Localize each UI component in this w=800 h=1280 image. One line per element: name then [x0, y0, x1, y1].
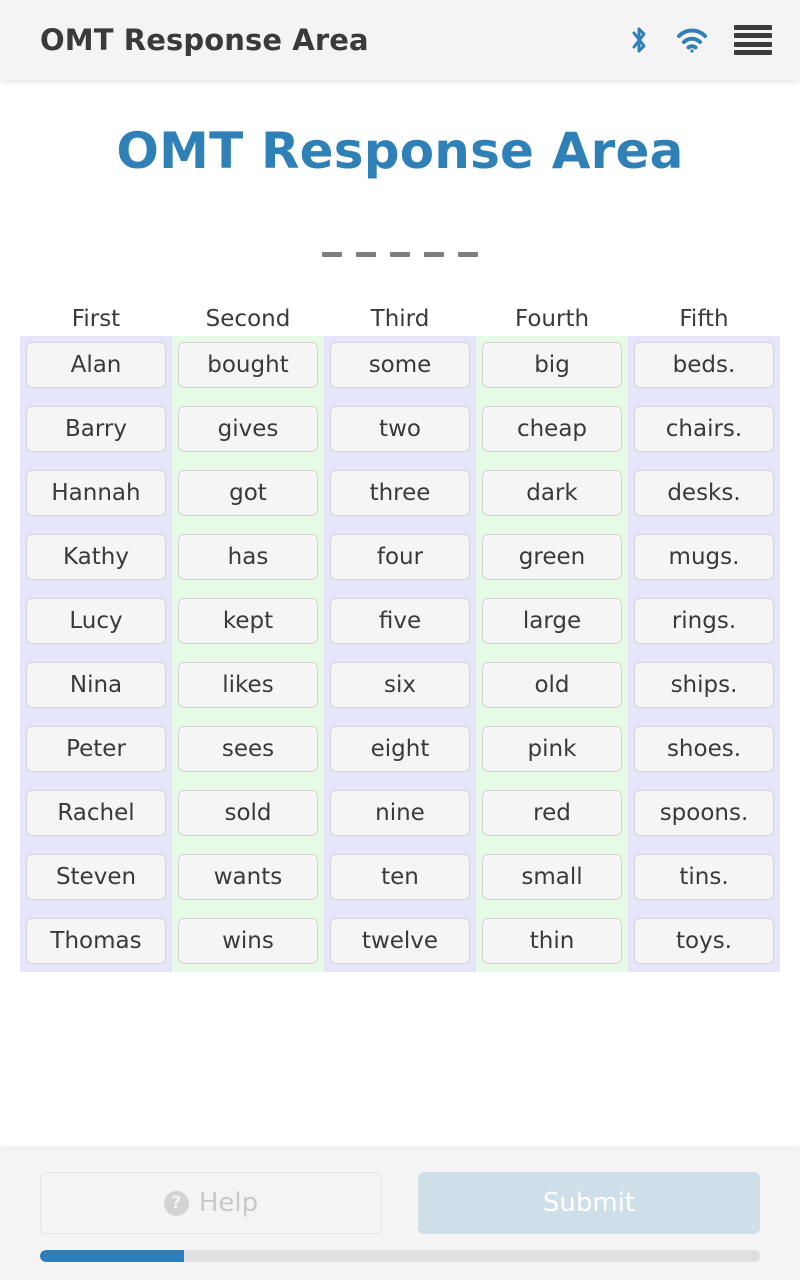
word-chip[interactable]: got — [178, 470, 318, 516]
word-chip[interactable]: six — [330, 662, 470, 708]
word-chip[interactable]: sold — [178, 790, 318, 836]
word-chip[interactable]: small — [482, 854, 622, 900]
word-chip[interactable]: eight — [330, 726, 470, 772]
word-chip[interactable]: cheap — [482, 406, 622, 452]
word-chip[interactable]: Thomas — [26, 918, 166, 964]
word-column-third: some two three four five six eight nine … — [324, 336, 476, 972]
footer-buttons: ? Help Submit — [40, 1172, 760, 1234]
word-chip[interactable]: wins — [178, 918, 318, 964]
word-chip[interactable]: toys. — [634, 918, 774, 964]
word-chip[interactable]: Lucy — [26, 598, 166, 644]
word-chip[interactable]: bought — [178, 342, 318, 388]
word-chip[interactable]: tins. — [634, 854, 774, 900]
word-chip[interactable]: red — [482, 790, 622, 836]
answer-slot-3[interactable] — [390, 252, 410, 257]
word-chip[interactable]: Barry — [26, 406, 166, 452]
app-bar-icons — [628, 24, 772, 56]
word-chip[interactable]: thin — [482, 918, 622, 964]
word-chip[interactable]: some — [330, 342, 470, 388]
page-title: OMT Response Area — [116, 122, 684, 180]
word-chip[interactable]: rings. — [634, 598, 774, 644]
word-chip[interactable]: green — [482, 534, 622, 580]
column-header-fifth: Fifth — [679, 306, 729, 332]
column-header-fourth: Fourth — [514, 306, 590, 332]
word-chip[interactable]: Alan — [26, 342, 166, 388]
help-button[interactable]: ? Help — [40, 1172, 382, 1234]
footer-bar: ? Help Submit — [0, 1150, 800, 1280]
word-chip[interactable]: old — [482, 662, 622, 708]
word-chip[interactable]: kept — [178, 598, 318, 644]
wifi-icon[interactable] — [676, 27, 708, 53]
word-grid-headers: First Second Third Fourth Fifth — [20, 302, 780, 336]
word-chip[interactable]: beds. — [634, 342, 774, 388]
word-chip[interactable]: five — [330, 598, 470, 644]
app-bar-title: OMT Response Area — [40, 23, 369, 57]
word-chip[interactable]: three — [330, 470, 470, 516]
word-chip[interactable]: pink — [482, 726, 622, 772]
word-column-fourth: big cheap dark green large old pink red … — [476, 336, 628, 972]
word-chip[interactable]: two — [330, 406, 470, 452]
word-chip[interactable]: dark — [482, 470, 622, 516]
submit-button-label: Submit — [542, 1188, 636, 1218]
submit-button[interactable]: Submit — [418, 1172, 760, 1234]
progress-bar-track — [40, 1250, 760, 1262]
hamburger-menu-icon[interactable] — [734, 25, 772, 55]
word-chip[interactable]: four — [330, 534, 470, 580]
word-chip[interactable]: Steven — [26, 854, 166, 900]
word-chip[interactable]: desks. — [634, 470, 774, 516]
answer-slot-4[interactable] — [424, 252, 444, 257]
answer-slot-5[interactable] — [458, 252, 478, 257]
word-chip[interactable]: chairs. — [634, 406, 774, 452]
word-chip[interactable]: big — [482, 342, 622, 388]
bluetooth-icon[interactable] — [628, 24, 650, 56]
word-chip[interactable]: wants — [178, 854, 318, 900]
word-chip[interactable]: Peter — [26, 726, 166, 772]
word-column-second: bought gives got has kept likes sees sol… — [172, 336, 324, 972]
word-chip[interactable]: Nina — [26, 662, 166, 708]
word-chip[interactable]: shoes. — [634, 726, 774, 772]
word-chip[interactable]: Hannah — [26, 470, 166, 516]
word-chip[interactable]: ships. — [634, 662, 774, 708]
word-chip[interactable]: ten — [330, 854, 470, 900]
question-mark-circle-icon: ? — [163, 1190, 189, 1216]
word-chip[interactable]: has — [178, 534, 318, 580]
word-chip[interactable]: large — [482, 598, 622, 644]
progress-bar-fill — [40, 1250, 184, 1262]
word-column-fifth: beds. chairs. desks. mugs. rings. ships.… — [628, 336, 780, 972]
word-chip[interactable]: sees — [178, 726, 318, 772]
word-chip[interactable]: mugs. — [634, 534, 774, 580]
word-grid: First Second Third Fourth Fifth Alan Bar… — [20, 302, 780, 972]
word-grid-columns: Alan Barry Hannah Kathy Lucy Nina Peter … — [20, 336, 780, 972]
word-chip[interactable]: Rachel — [26, 790, 166, 836]
column-header-third: Third — [370, 306, 430, 332]
app-bar: OMT Response Area — [0, 0, 800, 80]
column-header-first: First — [71, 306, 121, 332]
word-chip[interactable]: gives — [178, 406, 318, 452]
help-button-label: Help — [198, 1188, 259, 1218]
answer-slots — [0, 252, 800, 257]
answer-slot-1[interactable] — [322, 252, 342, 257]
word-column-first: Alan Barry Hannah Kathy Lucy Nina Peter … — [20, 336, 172, 972]
column-header-second: Second — [205, 306, 291, 332]
word-chip[interactable]: Kathy — [26, 534, 166, 580]
word-chip[interactable]: spoons. — [634, 790, 774, 836]
word-chip[interactable]: twelve — [330, 918, 470, 964]
word-chip[interactable]: nine — [330, 790, 470, 836]
answer-slot-2[interactable] — [356, 252, 376, 257]
word-chip[interactable]: likes — [178, 662, 318, 708]
